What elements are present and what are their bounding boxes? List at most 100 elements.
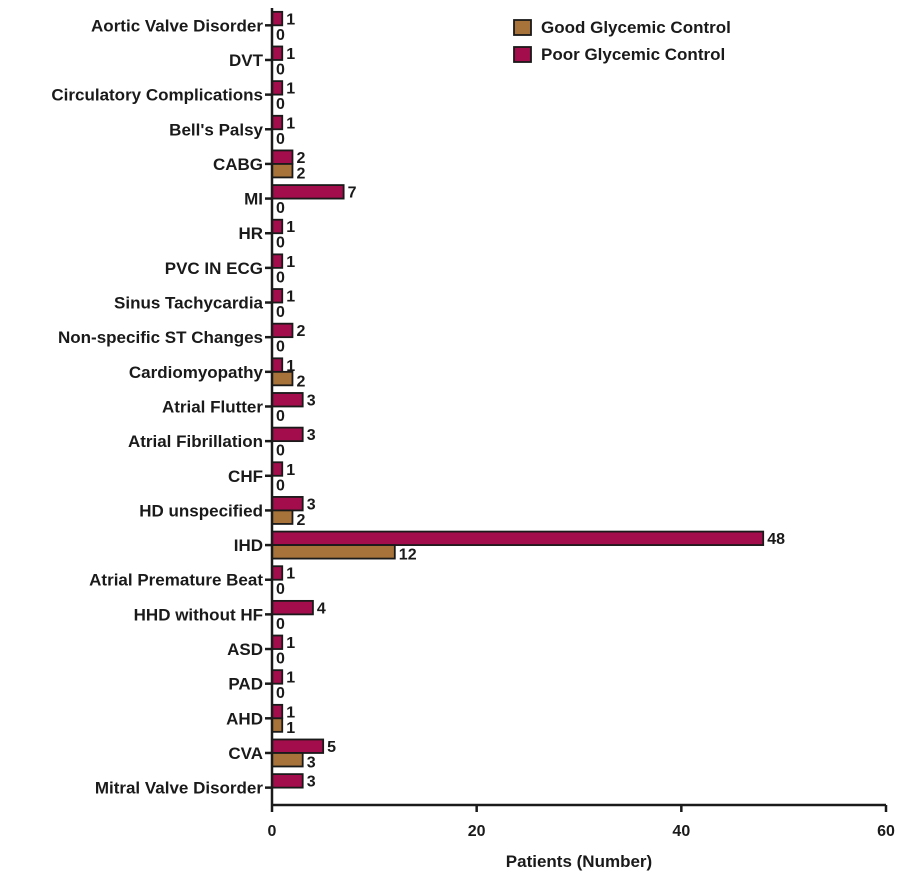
ticks-layer bbox=[265, 24, 888, 812]
x-tick-label: 0 bbox=[268, 823, 277, 840]
data-label-good: 2 bbox=[296, 165, 305, 182]
data-label-poor: 4 bbox=[317, 600, 326, 617]
y-tick-label: PAD bbox=[228, 675, 263, 694]
bar-poor-glycemic bbox=[271, 184, 345, 200]
bar-poor-glycemic bbox=[271, 496, 304, 512]
bar-poor-glycemic bbox=[271, 426, 304, 443]
y-tick-label: Bell's Palsy bbox=[169, 120, 263, 139]
axes-layer bbox=[270, 8, 886, 807]
data-label-good: 3 bbox=[307, 754, 316, 771]
x-tick-label: 20 bbox=[468, 823, 486, 840]
bar-good-glycemic bbox=[271, 717, 284, 733]
data-label-poor: 1 bbox=[286, 635, 295, 652]
y-tick-label: CVA bbox=[228, 744, 263, 763]
y-tick-label: IHD bbox=[234, 536, 263, 555]
bar-poor-glycemic bbox=[271, 288, 284, 304]
data-label-good: 0 bbox=[276, 408, 285, 425]
bar-poor-glycemic bbox=[271, 114, 284, 131]
bar-poor-glycemic bbox=[271, 565, 284, 581]
y-tick-label: Atrial Flutter bbox=[162, 397, 263, 416]
y-tick-label: Circulatory Complications bbox=[51, 86, 263, 105]
data-label-good: 0 bbox=[276, 61, 285, 78]
y-tick-label: Atrial Premature Beat bbox=[89, 571, 263, 590]
bar-poor-glycemic bbox=[271, 149, 294, 165]
bar-poor-glycemic bbox=[271, 253, 284, 269]
data-label-poor: 3 bbox=[307, 392, 316, 409]
data-label-poor: 1 bbox=[286, 704, 295, 721]
bar-poor-glycemic bbox=[271, 634, 284, 650]
y-tick-label: DVT bbox=[229, 51, 264, 70]
data-label-good: 0 bbox=[276, 443, 285, 460]
y-tick-label: AHD bbox=[226, 709, 263, 728]
bar-poor-glycemic bbox=[271, 322, 294, 339]
legend: Good Glycemic Control Poor Glycemic Contr… bbox=[513, 18, 731, 64]
bar-poor-glycemic bbox=[271, 357, 284, 373]
legend-label: Good Glycemic Control bbox=[541, 18, 731, 37]
bar-poor-glycemic bbox=[271, 530, 765, 546]
data-label-poor: 1 bbox=[286, 219, 295, 236]
bar-poor-glycemic bbox=[271, 80, 284, 96]
y-tick-label: HR bbox=[238, 224, 263, 243]
y-tick-label: Cardiomyopathy bbox=[129, 363, 264, 382]
data-label-poor: 1 bbox=[286, 46, 295, 63]
data-label-good: 0 bbox=[276, 200, 285, 217]
y-tick-label: HD unspecified bbox=[139, 501, 263, 520]
data-label-good: 2 bbox=[296, 512, 305, 529]
data-label-good: 0 bbox=[276, 477, 285, 494]
y-tick-label: Aortic Valve Disorder bbox=[91, 16, 263, 35]
y-tick-label: CHF bbox=[228, 467, 263, 486]
x-tick-label: 60 bbox=[877, 823, 895, 840]
data-label-good: 0 bbox=[276, 581, 285, 598]
data-label-poor: 1 bbox=[286, 566, 295, 583]
bar-poor-glycemic bbox=[271, 218, 284, 235]
bar-poor-glycemic bbox=[271, 738, 325, 754]
x-tick-label: 40 bbox=[672, 823, 690, 840]
bar-poor-glycemic bbox=[271, 773, 304, 789]
data-label-poor: 1 bbox=[286, 289, 295, 306]
bar-poor-glycemic bbox=[271, 392, 304, 408]
bar-good-glycemic bbox=[271, 752, 304, 768]
bar-poor-glycemic bbox=[271, 10, 284, 27]
y-tick-label: MI bbox=[244, 190, 263, 209]
y-tick-label: Mitral Valve Disorder bbox=[95, 779, 264, 798]
data-label-poor: 48 bbox=[767, 531, 785, 548]
data-label-poor: 1 bbox=[286, 462, 295, 479]
data-label-good: 0 bbox=[276, 131, 285, 148]
y-tick-label: Non-specific ST Changes bbox=[58, 328, 263, 347]
data-label-poor: 1 bbox=[286, 115, 295, 132]
data-label-poor: 3 bbox=[307, 496, 316, 513]
bar-poor-glycemic bbox=[271, 599, 314, 616]
bar-good-glycemic bbox=[271, 544, 396, 560]
bar-good-glycemic bbox=[271, 509, 294, 525]
legend-swatch bbox=[513, 46, 532, 63]
data-label-poor: 1 bbox=[286, 670, 295, 687]
bar-good-glycemic bbox=[271, 163, 294, 179]
y-tick-label: PVC IN ECG bbox=[165, 259, 263, 278]
data-label-good: 12 bbox=[399, 547, 417, 564]
data-label-poor: 1 bbox=[286, 358, 295, 375]
data-label-good: 0 bbox=[276, 304, 285, 321]
data-label-good: 0 bbox=[276, 685, 285, 702]
data-label-good: 0 bbox=[276, 96, 285, 113]
bar-poor-glycemic bbox=[271, 45, 284, 61]
y-tick-label: Atrial Fibrillation bbox=[128, 432, 263, 451]
data-label-poor: 3 bbox=[307, 427, 316, 444]
data-label-good: 0 bbox=[276, 235, 285, 252]
bar-poor-glycemic bbox=[271, 703, 284, 720]
data-label-poor: 7 bbox=[348, 185, 357, 202]
data-label-good: 0 bbox=[276, 339, 285, 356]
data-label-good: 1 bbox=[286, 720, 295, 737]
legend-label: Poor Glycemic Control bbox=[541, 45, 725, 64]
y-tick-label: ASD bbox=[227, 640, 263, 659]
data-label-poor: 1 bbox=[286, 81, 295, 98]
y-tick-label: Sinus Tachycardia bbox=[114, 294, 264, 313]
data-label-poor: 1 bbox=[286, 254, 295, 271]
data-label-good: 0 bbox=[276, 27, 285, 44]
data-label-poor: 5 bbox=[327, 739, 336, 756]
bar-poor-glycemic bbox=[271, 669, 284, 685]
data-label-good: 2 bbox=[296, 373, 305, 390]
x-axis-title: Patients (Number) bbox=[506, 852, 652, 871]
y-tick-label: CABG bbox=[213, 155, 263, 174]
